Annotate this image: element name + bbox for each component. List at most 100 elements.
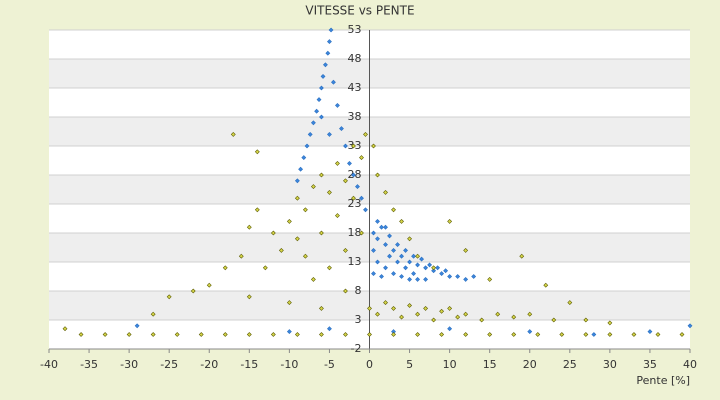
scatter-point — [310, 120, 316, 126]
scatter-point — [327, 131, 332, 137]
scatter-point — [166, 294, 172, 300]
scatter-point — [447, 274, 453, 279]
x-tick-label: -30 — [120, 358, 138, 371]
y-tick-label: 48 — [348, 52, 362, 65]
scatter-point — [383, 242, 388, 248]
scatter-point — [359, 195, 364, 201]
scatter-point — [371, 247, 376, 253]
scatter-point — [607, 320, 613, 326]
scatter-point — [399, 314, 404, 320]
x-tick-label: 15 — [483, 358, 497, 371]
scatter-point — [328, 27, 334, 33]
scatter-point — [487, 276, 493, 282]
scatter-point — [431, 317, 437, 323]
scatter-point — [391, 305, 396, 311]
scatter-point — [591, 332, 597, 337]
scatter-point — [206, 282, 212, 288]
scatter-point — [367, 305, 372, 311]
scatter-point — [262, 265, 268, 271]
scatter-point — [254, 149, 260, 155]
scatter-point — [527, 311, 533, 317]
scatter-point — [343, 332, 348, 337]
scatter-point — [455, 314, 461, 320]
scatter-point — [367, 332, 372, 337]
scatter-point — [238, 253, 244, 259]
scatter-point — [479, 317, 485, 323]
scatter-point — [246, 224, 252, 230]
y-tick-label: 3 — [355, 313, 362, 326]
scatter-point — [294, 178, 300, 184]
scatter-point — [320, 73, 326, 79]
scatter-point — [379, 274, 384, 279]
scatter-point — [286, 329, 292, 335]
scatter-point — [391, 271, 396, 277]
scatter-point — [319, 332, 324, 337]
scatter-point — [447, 218, 453, 224]
scatter-point — [687, 323, 693, 329]
scatter-point — [359, 155, 364, 161]
scatter-point — [331, 79, 336, 85]
scatter-point — [631, 332, 637, 337]
scatter-point — [415, 253, 420, 259]
scatter-point — [439, 308, 445, 314]
scatter-point — [527, 329, 533, 335]
scatter-point — [535, 332, 541, 337]
scatter-point — [399, 218, 404, 224]
scatter-point — [435, 265, 441, 271]
scatter-point — [363, 131, 368, 137]
scatter-point — [351, 195, 356, 201]
scatter-point — [463, 276, 469, 282]
scatter-point — [463, 332, 469, 337]
scatter-point — [407, 276, 412, 282]
scatter-point — [126, 332, 132, 337]
scatter-point — [423, 305, 429, 311]
scatter-point — [519, 253, 525, 259]
scatter-point — [487, 332, 493, 337]
x-tick-label: 10 — [443, 358, 457, 371]
scatter-point — [302, 253, 308, 259]
scatter-point — [455, 274, 461, 279]
scatter-point — [567, 300, 573, 306]
x-tick-label: 5 — [406, 358, 413, 371]
scatter-point — [447, 305, 453, 311]
scatter-point — [355, 184, 360, 190]
scatter-point — [174, 332, 180, 337]
scatter-point — [307, 131, 313, 137]
scatter-point — [387, 233, 392, 239]
y-tick-label: 53 — [348, 23, 362, 36]
scatter-point — [294, 332, 300, 337]
scatter-point — [439, 332, 445, 337]
scatter-point — [359, 230, 364, 236]
scatter-point — [62, 326, 68, 332]
scatter-point — [383, 265, 388, 271]
x-tick-label: 30 — [603, 358, 617, 371]
scatter-point — [431, 265, 437, 271]
scatter-point — [339, 126, 344, 132]
scatter-point — [511, 332, 517, 337]
scatter-point — [431, 268, 437, 274]
scatter-point — [411, 271, 416, 277]
scatter-point — [301, 155, 307, 161]
chart-title: VITESSE vs PENTE — [305, 4, 414, 18]
scatter-point — [323, 62, 328, 68]
scatter-point — [607, 332, 613, 337]
scatter-point — [278, 247, 284, 253]
scatter-point — [327, 39, 332, 45]
scatter-point — [551, 317, 557, 323]
scatter-point — [371, 143, 376, 149]
scatter-point — [415, 276, 420, 282]
scatter-point — [302, 207, 308, 213]
scatter-point — [383, 300, 388, 306]
scatter-point — [343, 288, 348, 294]
scatter-point — [343, 143, 348, 149]
scatter-point — [314, 108, 320, 114]
scatter-point — [371, 230, 376, 236]
scatter-point — [319, 172, 324, 178]
scatter-point — [335, 102, 340, 108]
scatter-point — [559, 332, 565, 337]
scatter-point — [423, 276, 429, 282]
scatter-point — [583, 332, 589, 337]
x-tick-label: -5 — [324, 358, 335, 371]
x-tick-label: -15 — [240, 358, 258, 371]
